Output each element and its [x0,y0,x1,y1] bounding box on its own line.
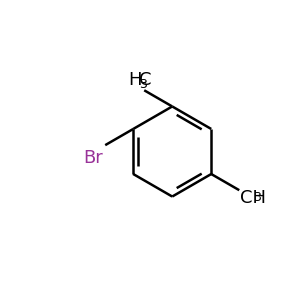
Text: C: C [139,71,151,89]
Text: 3: 3 [139,78,147,91]
Text: Br: Br [83,148,103,166]
Text: 3: 3 [254,191,261,204]
Text: CH: CH [240,189,266,207]
Text: H: H [128,71,142,89]
